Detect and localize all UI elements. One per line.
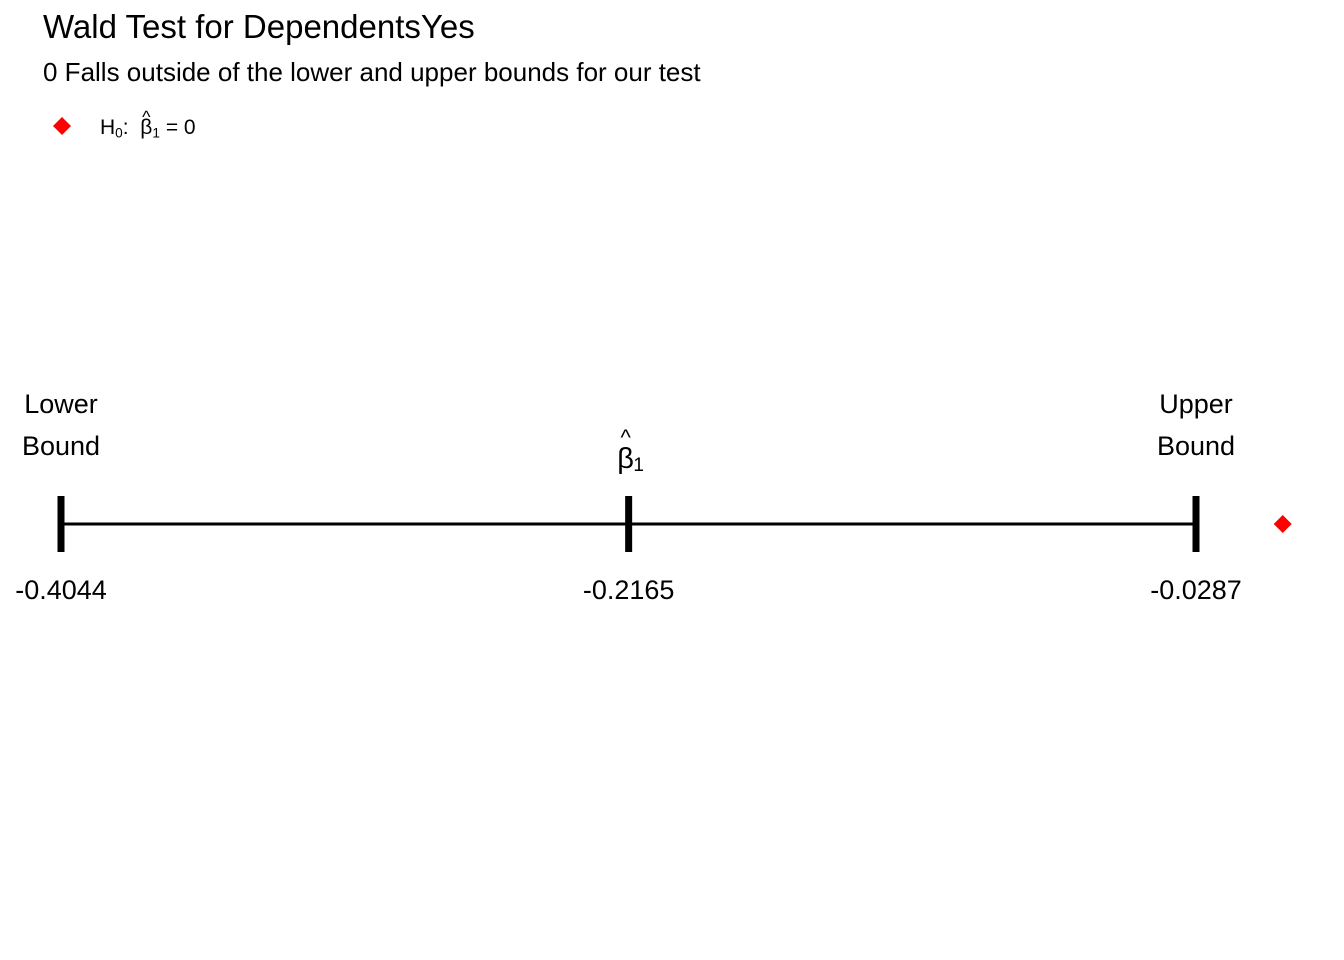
upper-bound-label-line-1: Upper	[1159, 389, 1233, 419]
estimate-label-subscript: 1	[633, 455, 644, 476]
chart-subtitle: 0 Falls outside of the lower and upper b…	[43, 57, 701, 87]
estimate-label-hat: ^	[620, 425, 631, 450]
estimate-label-beta: β	[617, 443, 634, 475]
legend-equals: = 0	[165, 116, 196, 139]
chart-title: Wald Test for DependentsYes	[43, 8, 475, 45]
legend-h-subscript: 0	[115, 125, 123, 141]
lower-bound-value: -0.4044	[15, 575, 107, 605]
legend-null-marker	[53, 117, 71, 135]
upper-bound-value: -0.0287	[1150, 575, 1242, 605]
estimate-value: -0.2165	[583, 575, 675, 605]
legend-h: H	[100, 116, 116, 139]
lower-bound-label-line-1: Lower	[24, 389, 98, 419]
legend-beta: β	[140, 114, 152, 142]
legend-beta-subscript: 1	[152, 125, 160, 141]
upper-bound-label-line-2: Bound	[1157, 431, 1235, 461]
legend: H0: β1 = 0	[50, 108, 450, 148]
legend-null-label: H0: β1 = 0	[100, 114, 196, 147]
lower-bound-label-line-2: Bound	[22, 431, 100, 461]
null-value-marker	[1273, 515, 1292, 533]
legend-colon: :	[122, 116, 129, 139]
